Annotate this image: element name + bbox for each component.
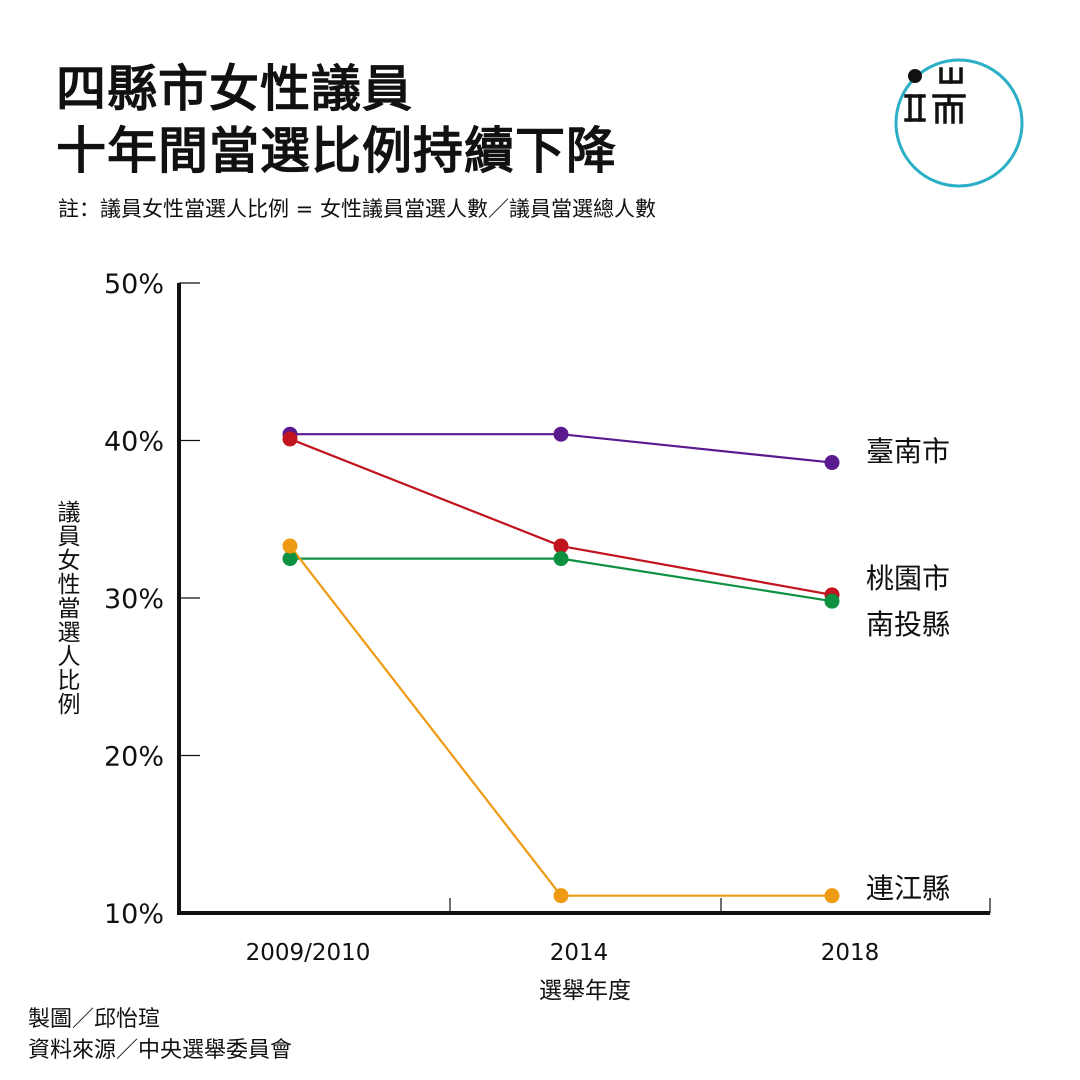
- data-point: [824, 455, 840, 471]
- chart-title-line-2: 十年間當選比例持續下降: [56, 122, 617, 180]
- chart-title: 四縣市女性議員 十年間當選比例持續下降: [56, 58, 617, 182]
- y-axis-label: 議員女性當選人比例: [53, 500, 79, 716]
- series-line: [289, 437, 833, 596]
- series-line: [289, 545, 832, 897]
- series-label: 桃園市: [866, 562, 950, 595]
- chart-credit: 製圖／邱怡瑄: [28, 1007, 161, 1032]
- data-point: [824, 888, 840, 904]
- x-tick-label: 2014: [550, 940, 609, 966]
- chart-title-line-1: 四縣市女性議員: [56, 60, 413, 118]
- data-point: [282, 551, 298, 567]
- data-point: [553, 538, 569, 554]
- source-credit: 資料來源／中央選舉委員會: [28, 1038, 293, 1063]
- data-point: [824, 593, 840, 609]
- x-tick-label: 2009/2010: [246, 940, 371, 966]
- x-tick-label: 2018: [821, 940, 880, 966]
- y-tick-label: 10%: [104, 899, 164, 930]
- x-axis-label: 選舉年度: [539, 978, 631, 1004]
- data-point: [282, 538, 298, 554]
- data-point: [553, 888, 569, 904]
- data-point: [553, 551, 569, 567]
- y-tick-label: 20%: [104, 742, 164, 773]
- formula-note: 註：議員女性當選人比例 = 女性議員當選人數／議員當選總人數: [58, 197, 656, 221]
- y-tick-label: 30%: [104, 584, 164, 615]
- data-point: [553, 426, 569, 442]
- end-logo-icon: [894, 58, 1024, 188]
- series-label: 連江縣: [866, 872, 950, 905]
- series-label: 臺南市: [866, 435, 950, 468]
- credits: 製圖／邱怡瑄 資料來源／中央選舉委員會: [28, 1004, 292, 1066]
- y-tick-label: 50%: [104, 269, 164, 300]
- y-tick-label: 40%: [104, 427, 164, 458]
- series-label: 南投縣: [866, 608, 950, 641]
- data-point: [282, 431, 298, 447]
